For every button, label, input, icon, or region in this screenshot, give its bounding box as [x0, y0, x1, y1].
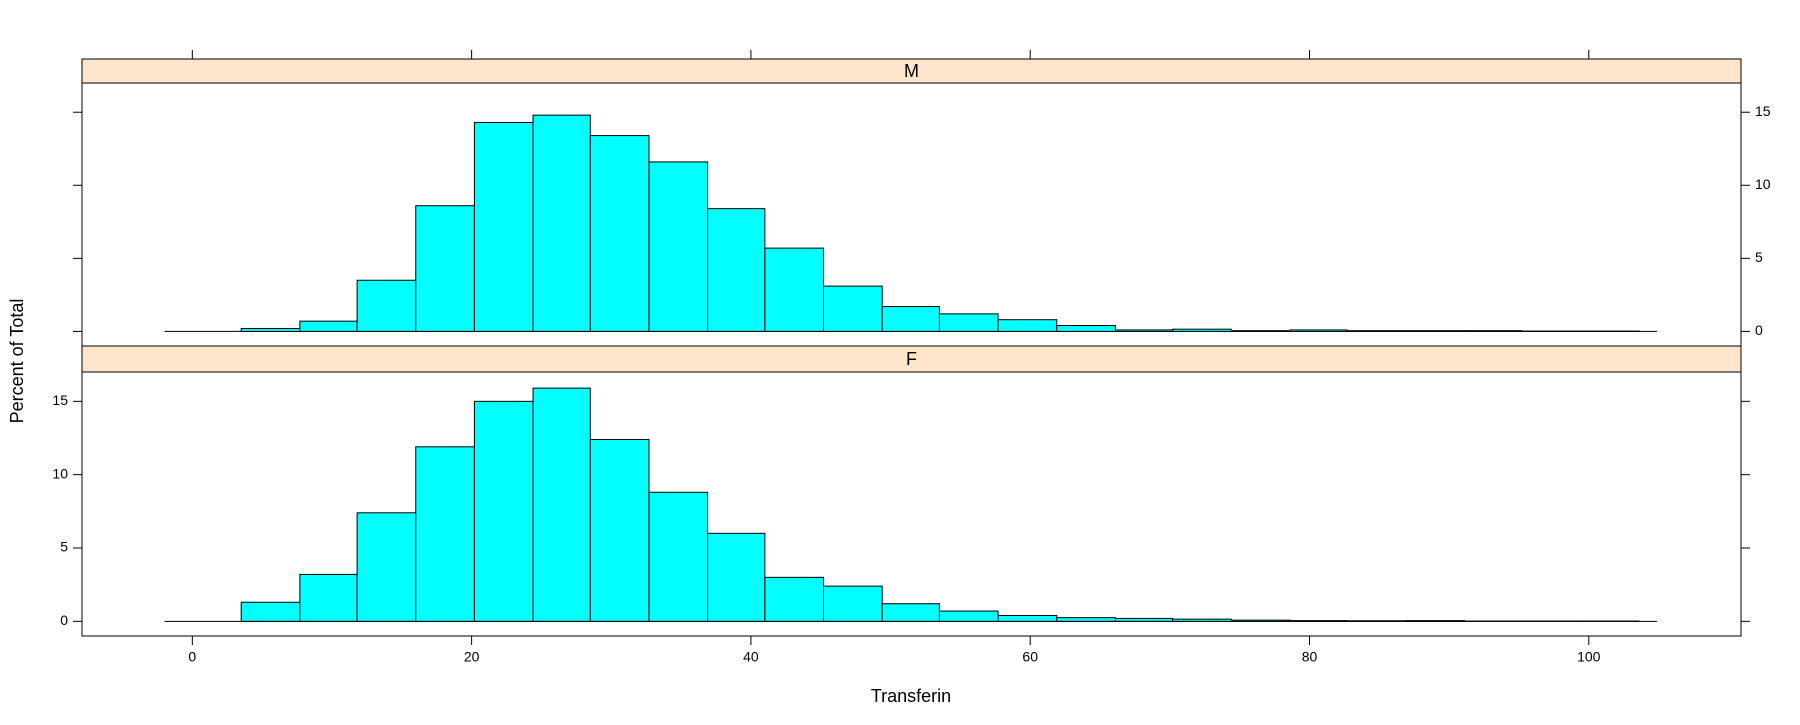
- x-tick-label: 40: [743, 649, 759, 665]
- bar: [1115, 330, 1172, 331]
- bar: [708, 533, 765, 621]
- bar: [1347, 621, 1406, 622]
- x-axis-label: Transferin: [871, 686, 951, 706]
- bar: [1057, 618, 1116, 622]
- y-tick-label: 0: [60, 612, 68, 628]
- y-tick-label: 0: [1755, 322, 1763, 338]
- bar: [649, 492, 708, 621]
- bar: [882, 604, 939, 622]
- bar: [357, 280, 416, 331]
- bar: [590, 439, 649, 621]
- bar: [824, 286, 883, 331]
- bar: [998, 615, 1057, 621]
- bar: [1173, 329, 1232, 331]
- bar: [416, 206, 475, 332]
- bar: [939, 611, 998, 621]
- bar: [1231, 620, 1290, 621]
- bar: [882, 307, 939, 332]
- bar: [590, 136, 649, 332]
- y-tick-label: 5: [1755, 249, 1763, 265]
- bar: [1465, 331, 1522, 332]
- y-tick-label: 10: [1755, 176, 1771, 192]
- y-tick-label: 15: [52, 392, 68, 408]
- y-tick-label: 15: [1755, 103, 1771, 119]
- bar: [241, 328, 300, 331]
- strip-label: F: [906, 349, 917, 369]
- bar: [300, 321, 357, 331]
- x-tick-label: 20: [464, 649, 480, 665]
- bar: [765, 248, 824, 331]
- bar: [1173, 619, 1232, 621]
- bar: [998, 320, 1057, 332]
- bar: [474, 401, 533, 621]
- bar: [533, 115, 590, 331]
- bar: [1406, 621, 1465, 622]
- strip-label: M: [904, 61, 919, 81]
- bar: [1115, 618, 1172, 621]
- y-axis-label: Percent of Total: [7, 299, 27, 424]
- bar: [649, 162, 708, 331]
- bar: [241, 602, 300, 621]
- bar: [708, 209, 765, 332]
- bar: [1290, 330, 1347, 331]
- bar: [300, 574, 357, 621]
- bar: [765, 577, 824, 621]
- bar: [416, 447, 475, 622]
- bar: [533, 388, 590, 621]
- x-tick-label: 0: [188, 649, 196, 665]
- x-tick-label: 80: [1302, 649, 1318, 665]
- bar: [1057, 326, 1116, 332]
- x-tick-label: 100: [1577, 649, 1601, 665]
- x-tick-label: 60: [1022, 649, 1038, 665]
- y-tick-label: 10: [52, 465, 68, 481]
- bar: [824, 586, 883, 621]
- bar: [1406, 331, 1465, 332]
- y-tick-label: 5: [60, 539, 68, 555]
- bar: [939, 314, 998, 332]
- bar: [474, 122, 533, 331]
- bar: [1231, 331, 1290, 332]
- bar: [1347, 331, 1406, 332]
- bar: [357, 513, 416, 622]
- bar: [1290, 621, 1347, 622]
